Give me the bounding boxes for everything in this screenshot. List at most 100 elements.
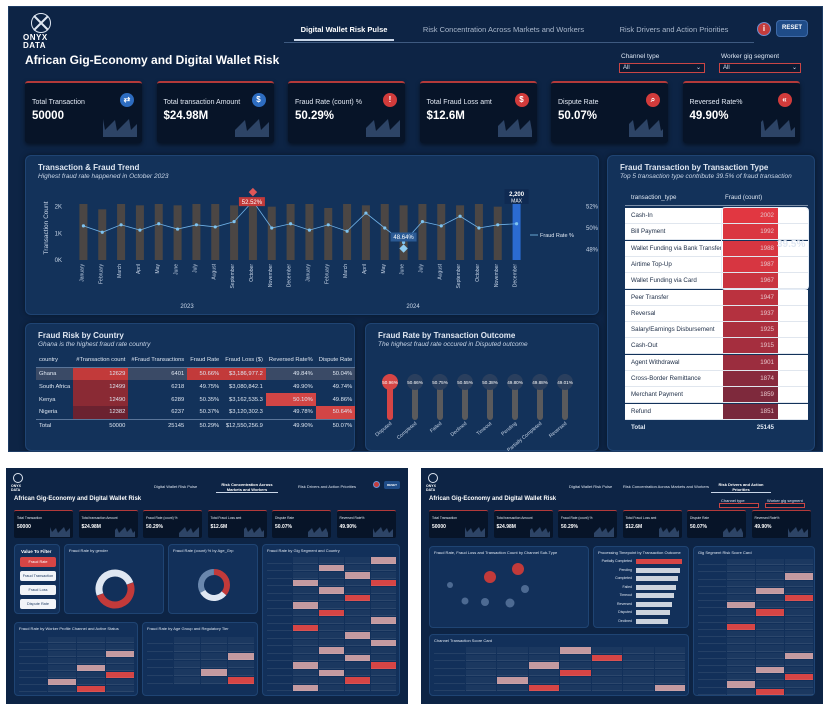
column-header[interactable]: Fraud Loss ($) (222, 354, 266, 368)
processing-bar[interactable] (636, 559, 682, 564)
col-transaction-type[interactable]: transaction_type (631, 194, 677, 201)
fraud-rate-point[interactable] (232, 220, 236, 224)
fraud-rate-point[interactable] (157, 222, 161, 226)
outcome-dot[interactable] (407, 374, 423, 390)
outcome-dot[interactable] (507, 374, 523, 390)
column-header[interactable]: Dispute Rate (315, 354, 356, 368)
fraud-rate-point[interactable] (345, 229, 349, 233)
trend-bar[interactable] (192, 204, 201, 260)
fraud-rate-point[interactable] (81, 224, 86, 228)
country-row[interactable]: Kenya 12490 6289 50.35% $3,162,535.3 50.10% 49… (36, 393, 355, 406)
trend-bar[interactable] (512, 201, 521, 260)
outcome-dot[interactable] (382, 374, 398, 390)
outcome-dot[interactable] (457, 374, 473, 390)
segment-filter-dropdown[interactable]: All ⌄ (719, 63, 801, 73)
trend-bar[interactable] (456, 205, 465, 260)
thumbnail-risk-concentration[interactable]: ONYX DATA Digital Wallet Risk Pulse Risk … (6, 468, 408, 704)
trend-chart[interactable]: 2K 1K 0K Transaction Count 52% 50% 48% January F… (26, 156, 600, 316)
table-row[interactable]: Airtime Top-Up 1987 (625, 256, 808, 273)
processing-bar[interactable] (636, 601, 672, 607)
channel-filter-dropdown[interactable]: All ⌄ (619, 63, 705, 73)
col-fraud-count[interactable]: Fraud (count) (725, 194, 763, 201)
fraud-rate-point[interactable] (119, 223, 123, 227)
trend-bar[interactable] (474, 204, 483, 260)
trend-bar[interactable] (324, 208, 333, 260)
legend-fraud-rate[interactable]: Fraud Rate % (540, 233, 574, 239)
trend-bar[interactable] (173, 205, 182, 260)
table-row[interactable]: Peer Transfer 1947 (625, 289, 808, 306)
info-button[interactable]: i (757, 22, 771, 36)
trend-bar[interactable] (248, 204, 257, 260)
fraud-rate-point[interactable] (496, 223, 500, 227)
filter-option-button[interactable]: Fraud Loss (20, 585, 56, 595)
fraud-rate-point[interactable] (307, 228, 312, 232)
column-header[interactable]: #Fraud Transactions (128, 354, 188, 368)
trend-bar[interactable] (135, 205, 144, 260)
fraud-rate-point[interactable] (420, 220, 425, 224)
trend-bar[interactable] (117, 204, 126, 260)
column-header[interactable]: country (36, 354, 74, 368)
processing-bar[interactable] (636, 576, 678, 581)
column-header[interactable]: #Transaction count (73, 354, 129, 368)
trend-bar[interactable] (305, 204, 314, 260)
processing-bar[interactable] (636, 618, 668, 624)
filter-option-button[interactable]: Dispute Rate (20, 599, 56, 609)
table-row[interactable]: Reversal 1937 (625, 305, 808, 322)
table-row[interactable]: Wallet Funding via Card 1967 (625, 273, 808, 290)
fraud-rate-point[interactable] (364, 211, 368, 215)
trend-bar[interactable] (230, 205, 239, 260)
processing-bar[interactable] (636, 593, 674, 598)
outcome-chart[interactable]: 50.96% Disputed 50.66% Completed 50.75% Faile… (366, 324, 600, 452)
table-row[interactable]: Bill Payment 1992 (625, 224, 808, 241)
filter-option-button[interactable]: Fraud Rate (20, 557, 56, 567)
filter-option-button[interactable]: Fraud Transaction (20, 571, 56, 581)
table-row[interactable]: Cash-Out 1915 (625, 338, 808, 355)
fraud-rate-point[interactable] (138, 228, 142, 232)
trend-bar[interactable] (98, 209, 107, 260)
fraud-rate-point[interactable] (458, 214, 462, 218)
trend-bar[interactable] (154, 204, 163, 260)
column-header[interactable]: Reversed Rate% (265, 354, 316, 368)
processing-bar[interactable] (636, 584, 676, 590)
reset-button[interactable]: RESET (776, 20, 808, 37)
processing-bar[interactable] (636, 567, 680, 573)
country-row[interactable]: Nigeria 12382 6237 50.37% $3,120,302.3 49.78%… (36, 406, 356, 419)
outcome-dot[interactable] (482, 374, 498, 390)
country-row[interactable]: Ghana 12629 6401 50.66% $3,186,977.2 49.84% 50… (36, 367, 356, 380)
fraud-rate-point[interactable] (326, 223, 330, 227)
fraud-rate-point[interactable] (175, 227, 180, 231)
fraud-rate-point[interactable] (477, 226, 481, 230)
trend-bar[interactable] (380, 204, 389, 260)
fraud-rate-point[interactable] (401, 240, 406, 245)
fraud-rate-point[interactable] (439, 224, 443, 228)
thumbnail-risk-drivers[interactable]: ONYX DATA Digital Wallet Risk Pulse Risk … (421, 468, 823, 704)
tab-risk-pulse[interactable]: Digital Wallet Risk Pulse (294, 19, 394, 41)
trend-bar[interactable] (286, 204, 295, 260)
tab-risk-drivers[interactable]: Risk Drivers and Action Priorities (619, 25, 729, 34)
outcome-dot[interactable] (557, 374, 573, 390)
outcome-dot[interactable] (432, 374, 448, 390)
table-row[interactable]: Refund 1851 (625, 403, 808, 420)
table-row[interactable]: Agent Withdrawal 1901 (625, 354, 808, 371)
table-row[interactable]: Cash-In 2002 (625, 208, 808, 224)
fraud-rate-point[interactable] (514, 222, 519, 226)
trend-bar[interactable] (418, 204, 427, 260)
trend-bar[interactable] (437, 204, 446, 260)
country-row[interactable]: South Africa 12499 6218 49.75% $3,080,842.1 4… (36, 380, 355, 393)
trend-bar[interactable] (79, 204, 88, 260)
fraud-rate-point[interactable] (288, 222, 293, 226)
trend-bar[interactable] (211, 204, 220, 260)
fraud-rate-point[interactable] (100, 230, 104, 234)
table-row[interactable]: Wallet Funding via Bank Transfer 1988 (625, 240, 808, 257)
trend-bar[interactable] (267, 206, 276, 260)
table-row[interactable]: Cross-Border Remittance 1874 (625, 371, 808, 387)
trend-bar[interactable] (493, 206, 502, 260)
fraud-rate-line[interactable] (83, 200, 517, 244)
outcome-dot[interactable] (532, 374, 548, 390)
processing-bar[interactable] (636, 610, 670, 615)
table-row[interactable]: Salary/Earnings Disbursement 1925 (625, 322, 808, 339)
fraud-rate-point[interactable] (383, 226, 387, 230)
tab-risk-concentration[interactable]: Risk Concentration Across Markets and Wo… (422, 25, 585, 34)
column-header[interactable]: Fraud Rate (187, 354, 223, 368)
table-row[interactable]: Merchant Payment 1859 (625, 387, 808, 404)
